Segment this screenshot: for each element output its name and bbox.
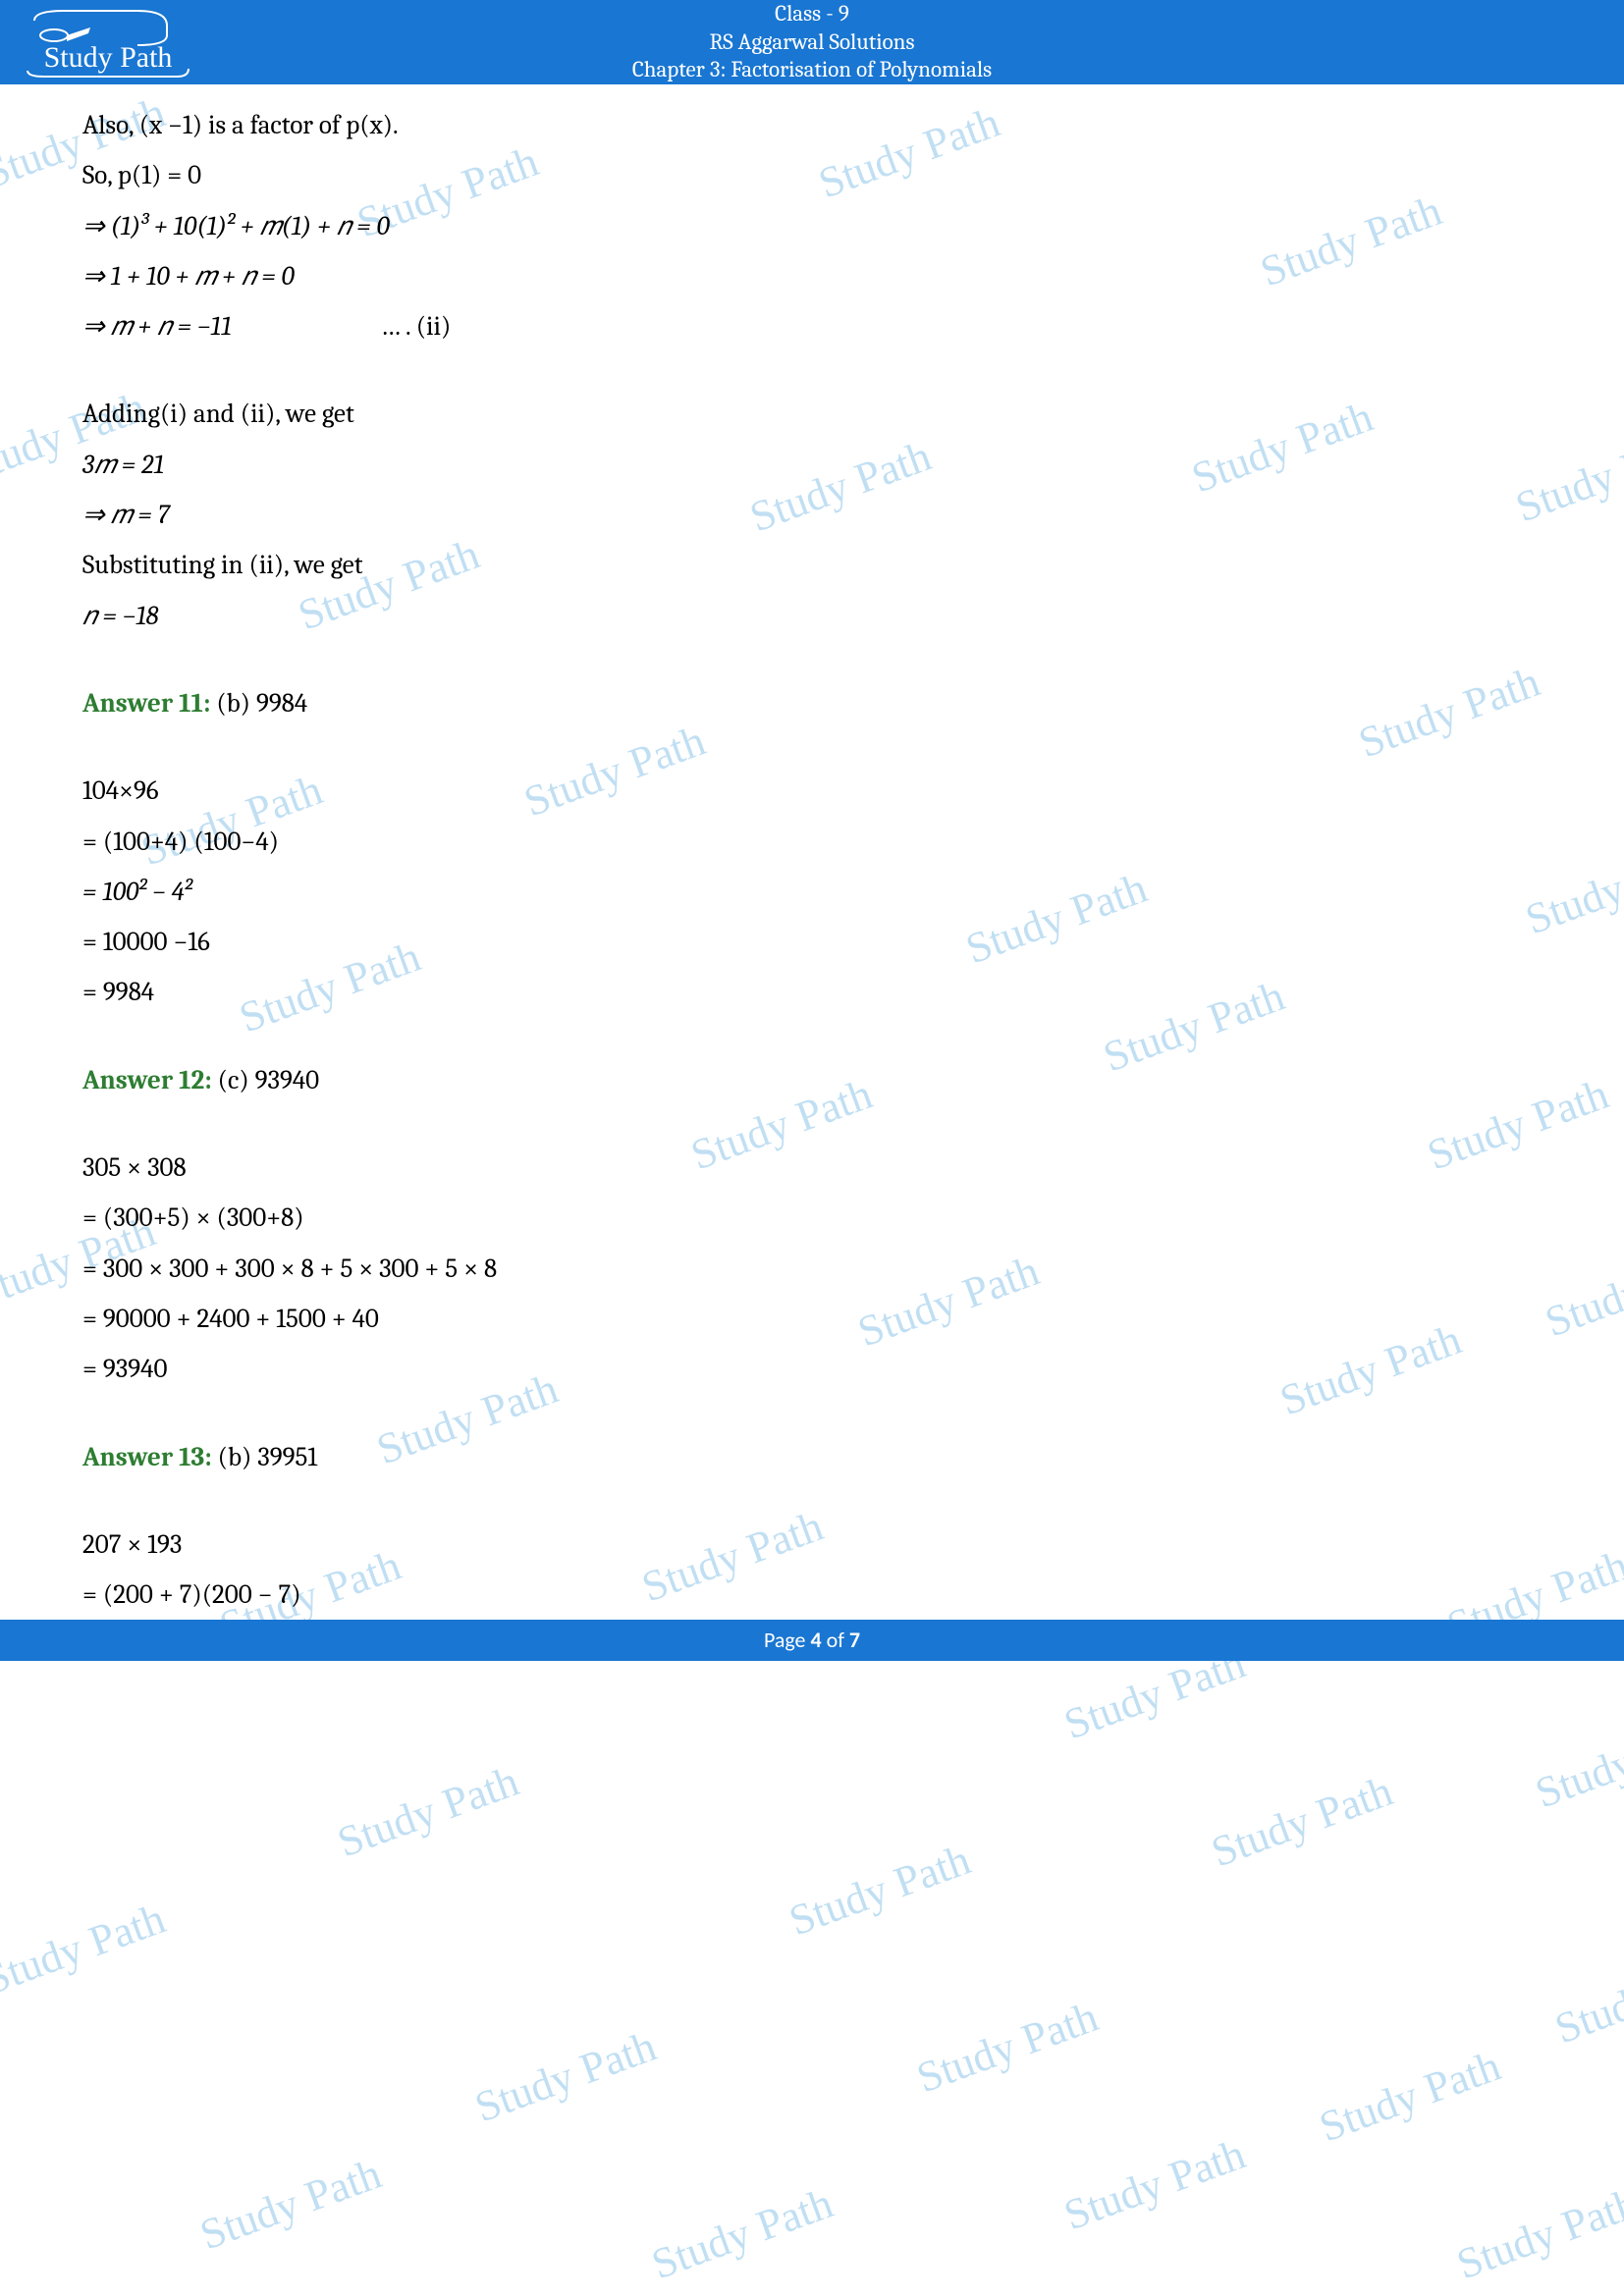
answer-label: Answer 12: (82, 1065, 212, 1095)
solution-line: So, p(1) = 0 (82, 150, 1565, 200)
logo: Study Path (20, 6, 196, 79)
calc-line: 207 × 193 (82, 1520, 1565, 1570)
equation-line: ⇒ (1)³ + 10(1)² + 𝑚(1) + 𝑛 = 0 (82, 201, 1565, 251)
svg-text:Study Path: Study Path (44, 41, 173, 74)
calc-line: = (100+4) (100−4) (82, 817, 1565, 867)
calc-line: 305 × 308 (82, 1143, 1565, 1193)
answer-value: (b) 39951 (212, 1442, 317, 1472)
header-titles: Class - 9 RS Aggarwal Solutions Chapter … (0, 0, 1624, 84)
watermark-text: Study Path (0, 1894, 172, 2005)
header-chapter: Chapter 3: Factorisation of Polynomials (0, 56, 1624, 84)
watermark-text: Study Path (1057, 2129, 1252, 2241)
watermark-text: Study Path (1450, 2178, 1624, 2290)
answer-label: Answer 13: (82, 1442, 212, 1472)
answer-heading: Answer 11: (b) 9984 (82, 678, 1565, 728)
equation-line: ⇒ 𝑚 + 𝑛 = −11 … . (ii) (82, 301, 1565, 351)
page-content: Also, (x −1) is a factor of p(x). So, p(… (0, 84, 1624, 1620)
header-class: Class - 9 (0, 0, 1624, 28)
equation-line: ⇒ 1 + 10 + 𝑚 + 𝑛 = 0 (82, 251, 1565, 301)
equation-part: ⇒ 𝑚 + 𝑛 = −11 (82, 311, 232, 342)
equation-line: ⇒ 𝑚 = 7 (82, 490, 1565, 540)
equation-line: 3𝑚 = 21 (82, 440, 1565, 490)
watermark-text: Study Path (1548, 1943, 1624, 2055)
watermark-text: Study Path (1529, 1707, 1624, 1819)
equation-ref: … . (ii) (381, 311, 452, 342)
page-header: Study Path Class - 9 RS Aggarwal Solutio… (0, 0, 1624, 84)
calc-line: = 10000 −16 (82, 917, 1565, 967)
solution-line: Also, (x −1) is a factor of p(x). (82, 100, 1565, 150)
answer-heading: Answer 13: (b) 39951 (82, 1432, 1565, 1482)
calc-line: 104×96 (82, 766, 1565, 816)
footer-middle: of (822, 1627, 849, 1653)
calc-line: = 90000 + 2400 + 1500 + 40 (82, 1294, 1565, 1344)
answer-label: Answer 11: (82, 688, 210, 719)
equation-line: 𝑛 = −18 (82, 591, 1565, 641)
footer-current-page: 4 (810, 1627, 821, 1653)
watermark-text: Study Path (331, 1756, 525, 1868)
calc-line: = 9984 (82, 967, 1565, 1017)
calc-line: = 93940 (82, 1344, 1565, 1394)
answer-heading: Answer 12: (c) 93940 (82, 1055, 1565, 1105)
watermark-text: Study Path (193, 2149, 388, 2261)
calc-line: = 300 × 300 + 300 × 8 + 5 × 300 + 5 × 8 (82, 1244, 1565, 1294)
watermark-text: Study Path (645, 2178, 839, 2290)
calc-line: = (300+5) × (300+8) (82, 1193, 1565, 1243)
solution-line: Substituting in (ii), we get (82, 540, 1565, 590)
page-footer: Page 4 of 7 (0, 1620, 1624, 1661)
header-book: RS Aggarwal Solutions (0, 28, 1624, 57)
answer-value: (b) 9984 (210, 688, 307, 719)
watermark-text: Study Path (1205, 1766, 1399, 1878)
watermark-text: Study Path (910, 1992, 1105, 2104)
solution-line: Adding(i) and (ii), we get (82, 389, 1565, 439)
answer-value: (c) 93940 (212, 1065, 319, 1095)
calc-line: = 100² − 4² (82, 867, 1565, 917)
watermark-text: Study Path (783, 1835, 977, 1947)
footer-prefix: Page (764, 1627, 811, 1653)
watermark-text: Study Path (468, 2021, 663, 2133)
watermark-text: Study Path (1313, 2041, 1507, 2153)
footer-total-pages: 7 (849, 1627, 860, 1653)
calc-line: = (200 + 7)(200 − 7) (82, 1570, 1565, 1620)
